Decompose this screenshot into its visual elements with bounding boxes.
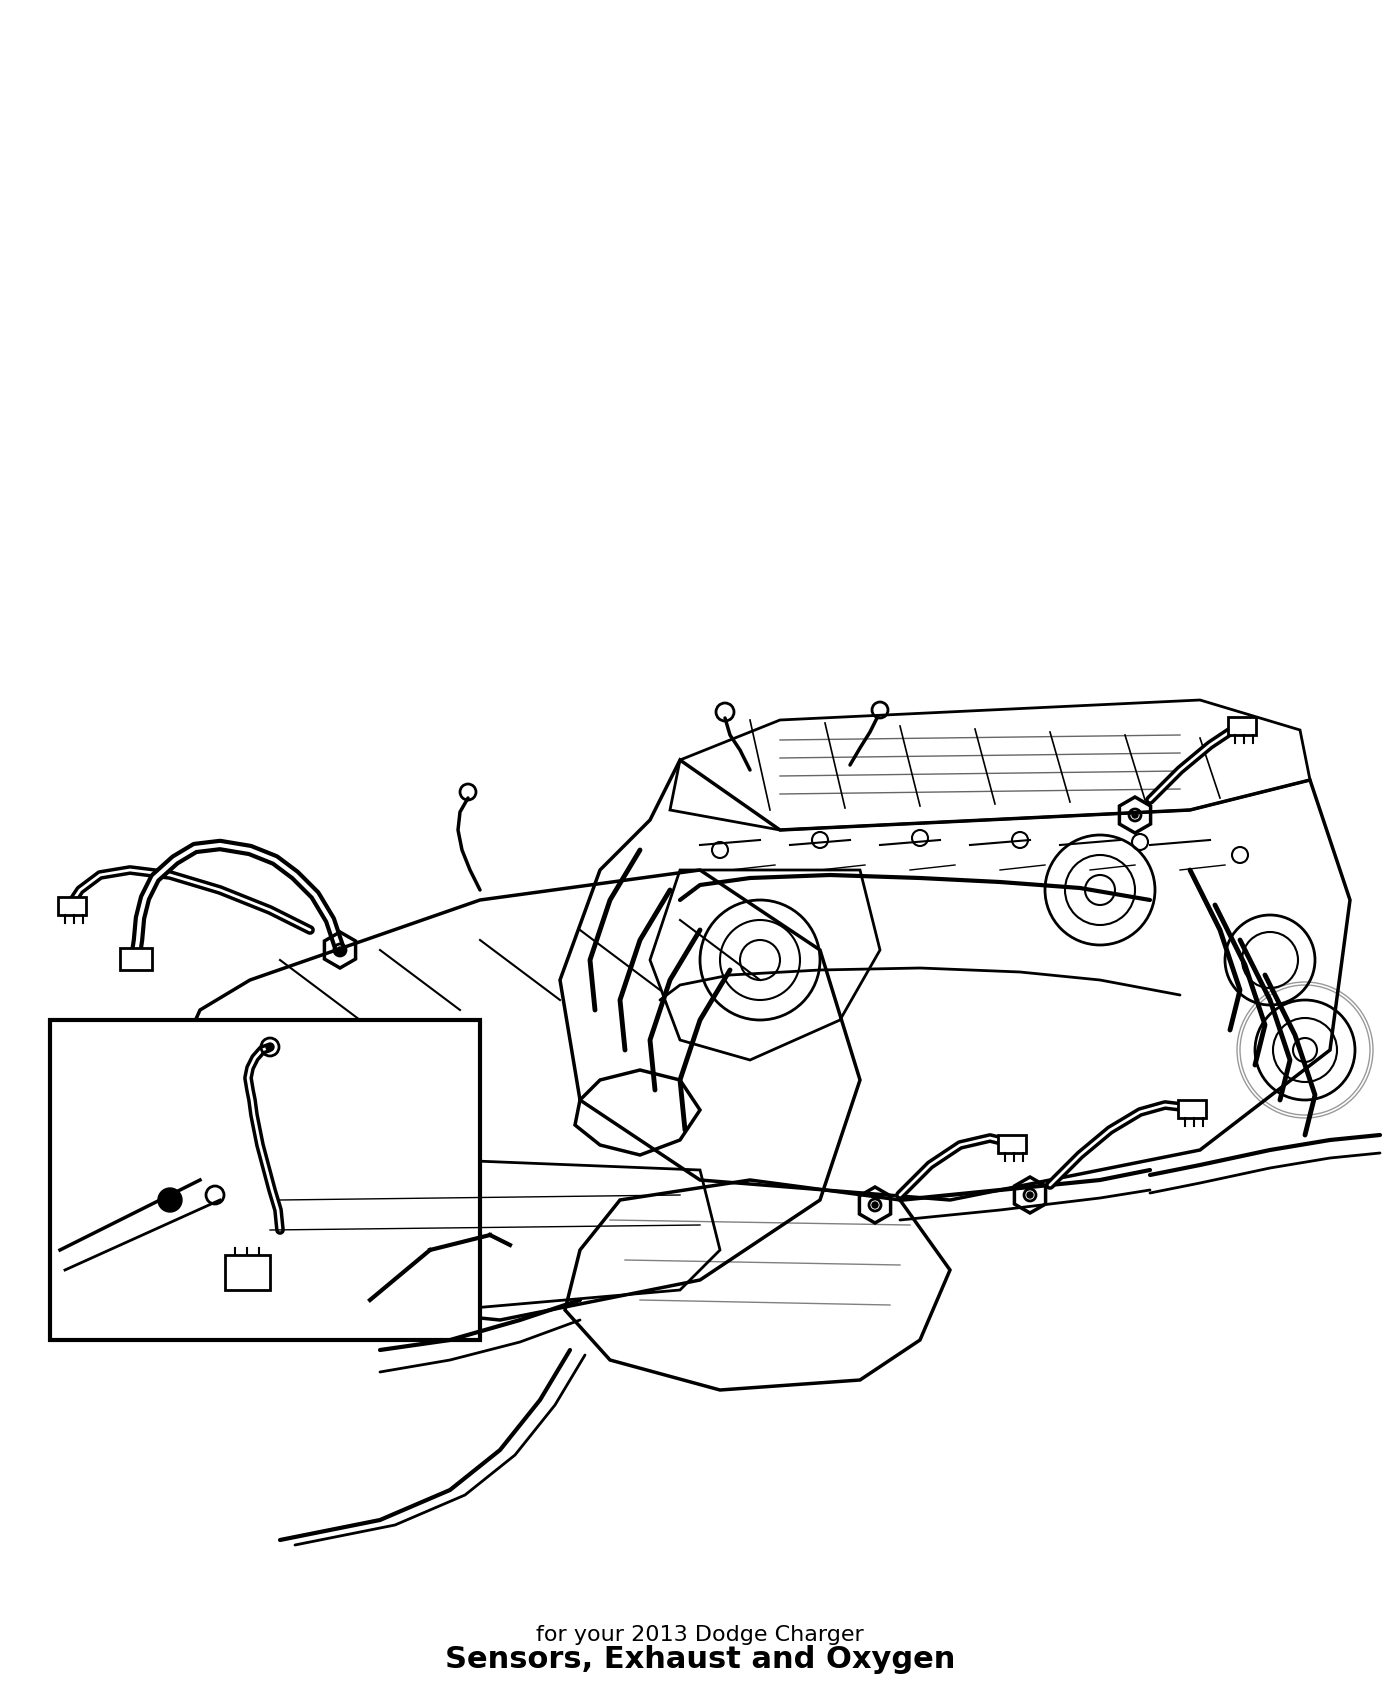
Circle shape bbox=[158, 1188, 182, 1212]
Circle shape bbox=[337, 947, 343, 954]
Bar bbox=[120, 949, 153, 971]
Bar bbox=[50, 1020, 480, 1340]
Text: for your 2013 Dodge Charger: for your 2013 Dodge Charger bbox=[536, 1625, 864, 1646]
Bar bbox=[225, 1255, 270, 1290]
Circle shape bbox=[266, 1044, 274, 1051]
Circle shape bbox=[872, 1202, 878, 1209]
Circle shape bbox=[1133, 813, 1138, 818]
Circle shape bbox=[1028, 1192, 1033, 1198]
Bar bbox=[57, 898, 85, 915]
Bar bbox=[1228, 717, 1256, 734]
Text: Sensors, Exhaust and Oxygen: Sensors, Exhaust and Oxygen bbox=[445, 1646, 955, 1674]
Bar bbox=[1177, 1100, 1205, 1119]
Bar bbox=[998, 1136, 1026, 1153]
